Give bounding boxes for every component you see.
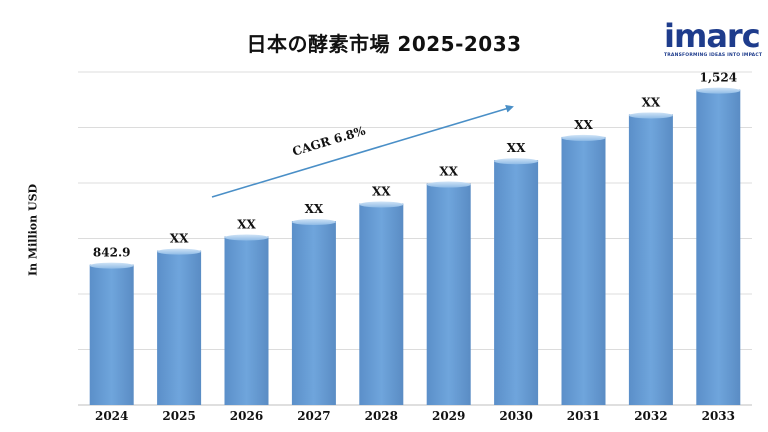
x-tick-2026: 2026: [230, 409, 263, 423]
x-tick-2033: 2033: [702, 409, 735, 423]
data-label-2027: XX: [305, 202, 324, 216]
bar-cap-2030: [494, 158, 539, 165]
bar-cap-2032: [628, 112, 673, 119]
bar-2026: [224, 236, 269, 405]
bar-cap-2027: [291, 219, 336, 226]
data-label-2026: XX: [237, 218, 256, 232]
bar-cap-2029: [426, 181, 471, 188]
x-tick-2031: 2031: [567, 409, 600, 423]
bar-cap-2028: [359, 201, 404, 208]
bar-2025: [157, 250, 202, 405]
x-tick-2025: 2025: [162, 409, 195, 423]
data-label-2031: XX: [574, 118, 593, 132]
bar-2027: [291, 221, 336, 405]
bar-cap-2025: [157, 248, 202, 255]
data-label-2028: XX: [372, 185, 391, 199]
logo-wordmark: imarc: [664, 17, 761, 55]
x-tick-2032: 2032: [634, 409, 667, 423]
bar-2029: [426, 183, 471, 405]
bar-2032: [628, 114, 673, 406]
data-label-2033: 1,524: [700, 71, 738, 85]
data-labels: 842.9 XX XX XX XX XX XX XX XX 1,524: [93, 71, 737, 260]
x-tick-2028: 2028: [365, 409, 398, 423]
x-tick-2027: 2027: [297, 409, 330, 423]
data-label-2032: XX: [642, 95, 661, 109]
x-tick-labels: 2024 2025 2026 2027 2028 2029 2030 2031 2032 2033: [95, 409, 735, 423]
data-label-2024: 842.9: [93, 246, 131, 260]
x-tick-2024: 2024: [95, 409, 128, 423]
bar-2033: [696, 89, 741, 406]
data-label-2030: XX: [507, 141, 526, 155]
bar-cap-2026: [224, 234, 269, 241]
logo-tagline: TRANSFORMING IDEAS INTO IMPACT: [664, 53, 763, 58]
data-label-2025: XX: [170, 232, 189, 246]
data-label-2029: XX: [439, 165, 458, 179]
bar-cap-2033: [696, 87, 741, 94]
chart-title: 日本の酵素市場 2025-2033: [246, 32, 522, 56]
x-tick-2029: 2029: [432, 409, 465, 423]
bars: [89, 87, 741, 406]
bar-2024: [89, 264, 134, 405]
x-tick-2030: 2030: [499, 409, 532, 423]
bar-2028: [359, 203, 404, 405]
cagr-arrow: [211, 104, 514, 198]
imarc-logo: imarc TRANSFORMING IDEAS INTO IMPACT: [660, 17, 762, 58]
bar-2030: [494, 160, 539, 405]
bar-cap-2024: [89, 262, 134, 269]
bar-cap-2031: [561, 134, 606, 141]
bar-2031: [561, 136, 606, 405]
